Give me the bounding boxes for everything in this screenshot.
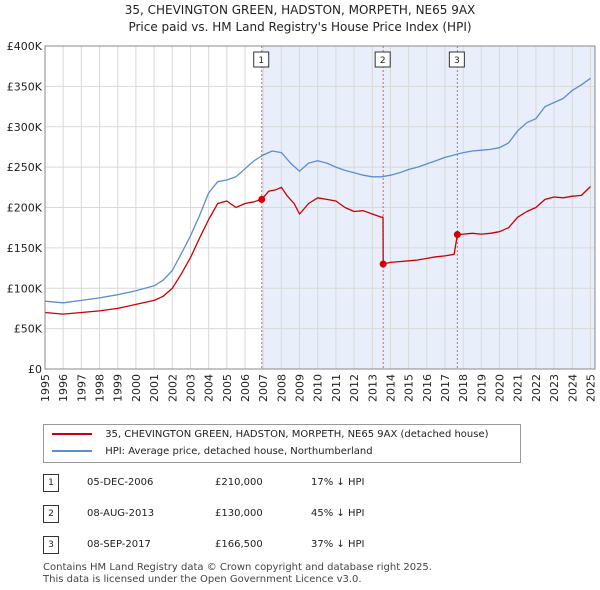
y-tick-label: £400K <box>7 40 43 53</box>
legend-hpi-label: HPI: Average price, detached house, Nort… <box>105 446 373 457</box>
sale-point <box>258 195 266 203</box>
transaction-price: £166,500 <box>215 539 263 550</box>
transaction-number: 1 <box>43 474 59 492</box>
transaction-date: 05-DEC-2006 <box>87 477 154 488</box>
y-tick-label: £250K <box>7 161 43 174</box>
legend-item-property: 35, CHEVINGTON GREEN, HADSTON, MORPETH, … <box>52 427 489 443</box>
transaction-date: 08-AUG-2013 <box>87 508 155 519</box>
x-tick-label: 2014 <box>384 374 397 402</box>
transaction-hpi-diff: 45% ↓ HPI <box>311 508 365 519</box>
x-tick-label: 2012 <box>348 374 361 402</box>
x-tick-label: 2010 <box>312 374 325 402</box>
x-tick-label: 1995 <box>39 374 52 402</box>
x-tick-label: 1997 <box>75 374 88 402</box>
x-tick-label: 2004 <box>203 374 216 402</box>
x-tick-label: 2002 <box>166 374 179 402</box>
sale-number-label: 1 <box>258 56 264 66</box>
legend-hpi-swatch <box>52 450 92 452</box>
x-tick-label: 1996 <box>57 374 70 402</box>
x-tick-label: 2025 <box>584 374 597 402</box>
x-tick-label: 1999 <box>112 374 125 402</box>
transaction-number: 3 <box>43 536 59 554</box>
x-tick-label: 2023 <box>548 374 561 402</box>
sale-number-label: 2 <box>380 56 386 66</box>
chart-title: 35, CHEVINGTON GREEN, HADSTON, MORPETH, … <box>0 2 600 36</box>
hpi-line <box>44 77 591 304</box>
transaction-price: £130,000 <box>215 508 263 519</box>
y-tick-label: £0 <box>28 363 42 376</box>
sale-point <box>453 231 461 239</box>
transaction-price: £210,000 <box>215 477 263 488</box>
y-tick-label: £50K <box>14 323 43 336</box>
x-tick-label: 1998 <box>94 374 107 402</box>
x-tick-label: 2006 <box>239 374 252 402</box>
x-tick-label: 2015 <box>403 374 416 402</box>
footer-licence: This data is licensed under the Open Gov… <box>43 574 362 585</box>
y-tick-label: £150K <box>7 242 43 255</box>
transaction-row: 1 05-DEC-2006 £210,000 17% ↓ HPI <box>43 474 463 492</box>
property-price-line <box>44 186 591 315</box>
plot-frame <box>44 45 596 370</box>
y-tick-label: £200K <box>7 202 43 215</box>
y-tick-label: £100K <box>7 282 43 295</box>
transaction-date: 08-SEP-2017 <box>87 539 151 550</box>
x-tick-label: 2020 <box>494 374 507 402</box>
legend-item-hpi: HPI: Average price, detached house, Nort… <box>52 444 373 460</box>
y-tick-label: £350K <box>7 80 43 93</box>
x-tick-label: 2024 <box>566 374 579 402</box>
sale-number-label: 3 <box>454 56 460 66</box>
footer: Contains HM Land Registry data © Crown c… <box>43 562 563 586</box>
legend-property-label: 35, CHEVINGTON GREEN, HADSTON, MORPETH, … <box>105 429 489 440</box>
transaction-row: 3 08-SEP-2017 £166,500 37% ↓ HPI <box>43 536 463 554</box>
x-tick-label: 2018 <box>457 374 470 402</box>
sale-number-box <box>448 51 465 68</box>
x-tick-label: 2021 <box>512 374 525 402</box>
transaction-row: 2 08-AUG-2013 £130,000 45% ↓ HPI <box>43 505 463 523</box>
transaction-number: 2 <box>43 505 59 523</box>
y-tick-label: £300K <box>7 121 43 134</box>
title-line-1: 35, CHEVINGTON GREEN, HADSTON, MORPETH, … <box>124 3 476 17</box>
x-tick-label: 2008 <box>275 374 288 402</box>
x-tick-label: 2001 <box>148 374 161 402</box>
x-tick-label: 2007 <box>257 374 270 402</box>
sale-point <box>379 260 387 268</box>
x-tick-label: 2022 <box>530 374 543 402</box>
x-tick-label: 2003 <box>184 374 197 402</box>
price-chart: 1 2 3 £0 £50K £100K £150K £200K £250K £300K £350K… <box>7 40 598 402</box>
x-tick-label: 2005 <box>221 374 234 402</box>
transaction-hpi-diff: 17% ↓ HPI <box>311 477 365 488</box>
x-tick-label: 2009 <box>294 374 307 402</box>
legend: 35, CHEVINGTON GREEN, HADSTON, MORPETH, … <box>43 424 521 463</box>
x-tick-label: 2013 <box>366 374 379 402</box>
sale-number-box <box>253 51 270 68</box>
sale-number-box <box>374 51 391 68</box>
transaction-hpi-diff: 37% ↓ HPI <box>311 539 365 550</box>
footer-copyright: Contains HM Land Registry data © Crown c… <box>43 562 432 573</box>
x-tick-label: 2016 <box>421 374 434 402</box>
x-tick-label: 2011 <box>330 374 343 402</box>
title-line-2: Price paid vs. HM Land Registry's House … <box>128 20 472 34</box>
legend-property-swatch <box>52 433 92 435</box>
x-tick-label: 2000 <box>130 374 143 402</box>
x-tick-label: 2017 <box>439 374 452 402</box>
x-tick-label: 2019 <box>475 374 488 402</box>
